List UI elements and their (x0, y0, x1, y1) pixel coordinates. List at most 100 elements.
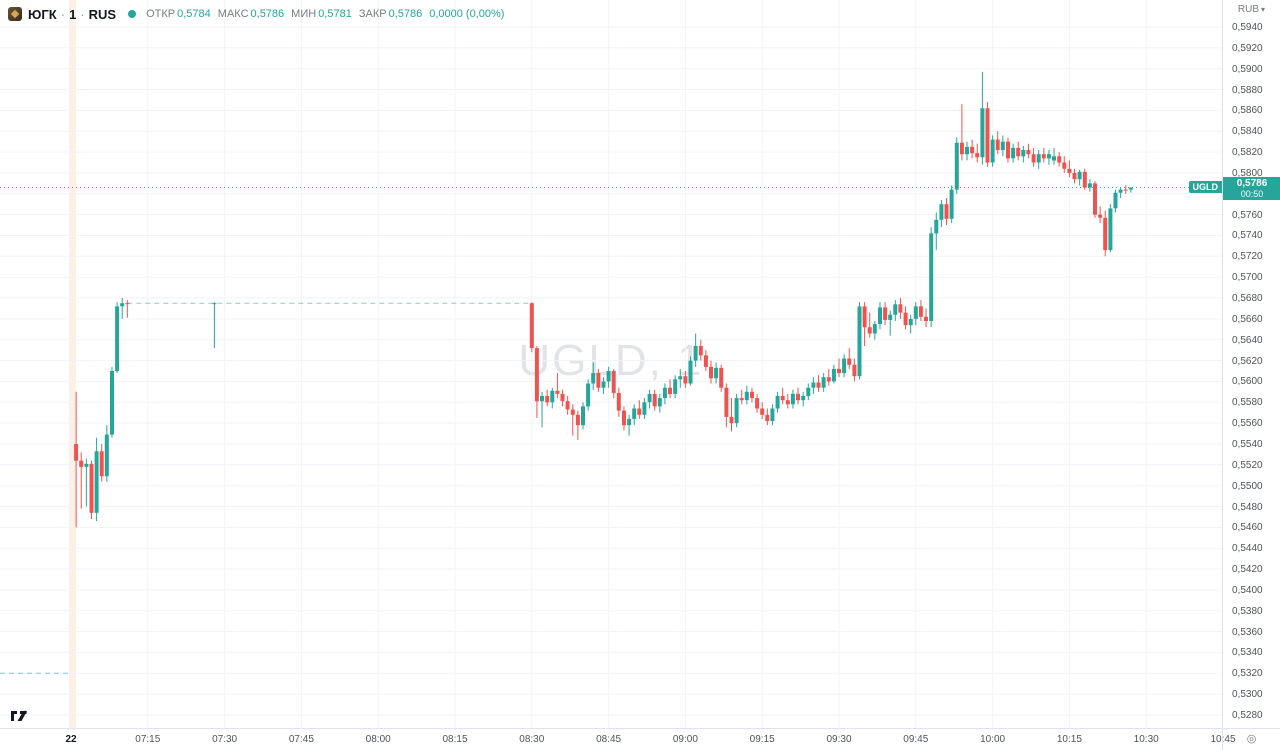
time-tick-label: 10:30 (1133, 734, 1159, 745)
candle-body (1072, 172, 1077, 180)
candle-body (842, 358, 847, 374)
time-tick-label: 08:30 (519, 734, 545, 745)
candle-body (801, 396, 806, 401)
symbol-name[interactable]: ЮГК (28, 6, 57, 22)
separator: · (60, 6, 66, 22)
price-tick-label: 0,5900 (1232, 63, 1263, 75)
candle-body (719, 367, 724, 388)
candle-body (1036, 154, 1041, 163)
time-tick-label: 09:00 (672, 734, 698, 745)
symbol-legend: ЮГК · 1 · RUS ОТКР 0,5784 МАКС 0,5786 МИ… (8, 5, 504, 23)
price-tick-label: 0,5620 (1232, 355, 1263, 367)
last-price-badge: 0,5786 00:50 (1223, 176, 1280, 200)
tradingview-logo[interactable] (10, 708, 32, 724)
candle-body (775, 396, 780, 409)
candle-body (550, 390, 555, 403)
candle-body (765, 414, 770, 422)
time-tick-label: 10:45 (1210, 734, 1236, 745)
candle-body (1041, 154, 1046, 159)
change-value: 0,0000 (0,00%) (429, 8, 505, 20)
candle-body (534, 348, 539, 402)
candle-body (847, 358, 852, 365)
candle-body (913, 306, 918, 319)
close-value: 0,5786 (388, 8, 423, 20)
candle-body (693, 346, 698, 361)
candle-body (94, 451, 99, 513)
candle-body (529, 303, 534, 348)
candle-body (591, 373, 596, 384)
candle-body (688, 360, 693, 384)
candle-body (632, 408, 637, 419)
price-tick-label: 0,5440 (1232, 543, 1263, 555)
price-tick-label: 0,5700 (1232, 272, 1263, 284)
candle-body (816, 382, 821, 388)
candle-body (755, 398, 760, 409)
candle-body (831, 368, 836, 382)
price-axis[interactable]: RUB ▾ 0,5280 0,5300 0,5320 0,5340 0,5360 0,538… (1222, 0, 1280, 728)
candle-body (995, 139, 1000, 150)
candle-body (1087, 183, 1092, 188)
price-tick-label: 0,5800 (1232, 167, 1263, 179)
candle-body (662, 387, 667, 399)
candle-body (1031, 154, 1036, 163)
candle-body (750, 391, 754, 399)
timezone-clock-icon[interactable]: ◎ (1246, 733, 1257, 745)
price-tick-label: 0,5360 (1232, 626, 1263, 638)
candle-body (601, 381, 606, 388)
candle-body (683, 376, 688, 384)
price-tick-label: 0,5420 (1232, 564, 1263, 576)
close-label: ЗАКР (358, 8, 387, 20)
candle-body (1021, 150, 1026, 157)
candle-body (970, 146, 975, 154)
candle-body (985, 108, 990, 163)
open-label: ОТКР (146, 8, 176, 20)
candle-body (1093, 183, 1097, 215)
price-tick-label: 0,5940 (1232, 22, 1263, 33)
candle-body (555, 390, 560, 394)
price-tick-label: 0,5860 (1232, 105, 1263, 117)
candle-body (1057, 156, 1062, 163)
price-tick-label: 0,5280 (1232, 709, 1263, 721)
time-tick-label: 07:45 (288, 734, 314, 745)
candle-body (657, 398, 662, 407)
candle-body (760, 408, 765, 415)
price-tick-label: 0,5540 (1232, 438, 1263, 450)
chart-canvas[interactable]: UGLD, 1 ЮГК · 1 · RUS ОТКР 0,5784 МАКС 0… (0, 0, 1222, 728)
price-tick-label: 0,5520 (1232, 459, 1263, 471)
candle-body (79, 460, 84, 467)
date-tick-label: 22 (65, 734, 77, 745)
currency-selector[interactable]: RUB ▾ (1223, 4, 1280, 15)
candle-body (949, 189, 954, 219)
price-tick-label: 0,5920 (1232, 42, 1263, 54)
last-price-value: 0,5786 (1236, 177, 1268, 189)
candle-body (586, 383, 591, 407)
candle-body (120, 303, 125, 307)
candle-body (606, 371, 611, 382)
symbol-logo-icon[interactable] (8, 7, 22, 21)
exchange-name[interactable]: RUS (88, 6, 117, 22)
candle-body (872, 324, 877, 334)
candle-body (545, 396, 550, 403)
time-tick-label: 10:15 (1056, 734, 1082, 745)
candle-body (115, 306, 120, 371)
price-tick-label: 0,5560 (1232, 418, 1263, 430)
candle-body (581, 406, 585, 426)
time-axis[interactable]: 22 07:15 07:30 07:45 08:00 08:15 08:30 08:45 09:… (0, 728, 1280, 750)
candlestick-chart (0, 0, 1222, 728)
candle-body (965, 146, 969, 155)
time-tick-label: 09:45 (903, 734, 929, 745)
time-tick-label: 07:15 (135, 734, 161, 745)
candle-body (89, 463, 94, 513)
high-value: 0,5786 (250, 8, 285, 20)
candle-body (709, 366, 713, 379)
interval-selector[interactable]: 1 (69, 6, 77, 22)
candle-body (770, 408, 775, 421)
price-tick-label: 0,5460 (1232, 522, 1263, 534)
market-status-dot-icon[interactable] (128, 10, 137, 18)
price-tick-label: 0,5720 (1232, 251, 1263, 263)
candle-body (678, 376, 683, 380)
candle-body (104, 434, 109, 477)
time-tick-label: 08:00 (365, 734, 391, 745)
candle-body (1082, 171, 1087, 188)
